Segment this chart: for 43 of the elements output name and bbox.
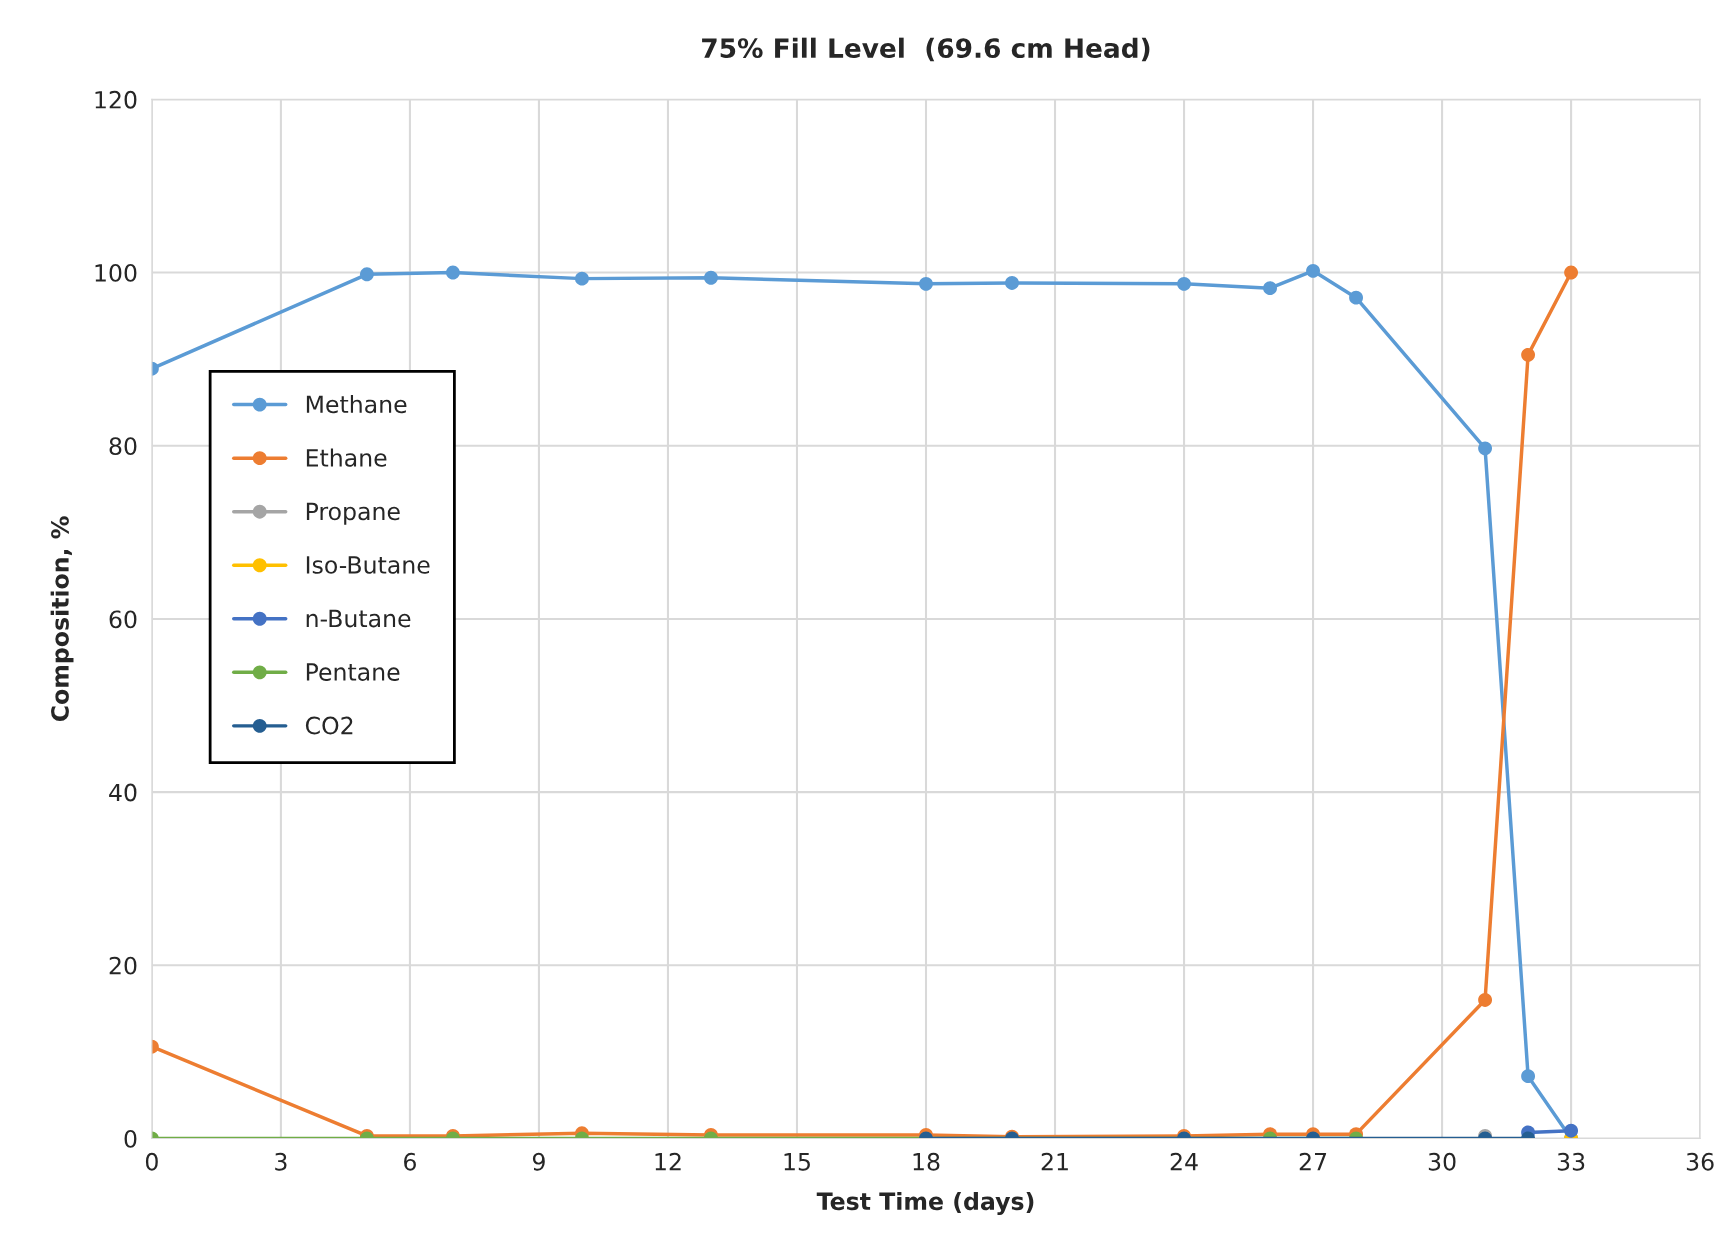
x-tick-label: 6 <box>404 1152 416 1171</box>
legend-label: Iso-Butane <box>306 556 430 574</box>
x-tick-label: 15 <box>784 1153 810 1171</box>
x-tick-label: 27 <box>1299 1152 1327 1171</box>
point <box>1306 263 1320 278</box>
x-tick-label: 30 <box>1428 1152 1456 1171</box>
legend-label: Ethane <box>306 448 387 467</box>
x-tick-label: 12 <box>655 1152 681 1171</box>
x-tick-label: 9 <box>532 1152 545 1171</box>
x-tick-label: 33 <box>1557 1152 1585 1171</box>
y-tick-label: 60 <box>109 610 137 629</box>
y-tick-label: 0 <box>124 1129 137 1148</box>
point <box>1349 290 1364 305</box>
legend-label: Methane <box>306 394 407 414</box>
point <box>1564 265 1579 280</box>
x-tick-label: 36 <box>1686 1152 1714 1171</box>
legend-label: Propane <box>306 502 400 525</box>
x-tick-label: 18 <box>913 1152 940 1171</box>
point <box>1478 441 1493 456</box>
y-tick-label: 40 <box>109 783 137 802</box>
point <box>359 267 374 282</box>
y-axis-title: Composition, % <box>50 516 74 722</box>
point <box>919 276 933 291</box>
y-tick-label: 100 <box>95 264 137 282</box>
y-tick-label: 120 <box>95 90 137 109</box>
point <box>1005 276 1019 290</box>
x-tick-label: 3 <box>275 1152 287 1171</box>
legend-label: Pentane <box>306 663 400 681</box>
point <box>704 270 718 285</box>
point <box>445 265 460 280</box>
point <box>575 271 589 286</box>
legend-label: n-Butane <box>306 609 411 628</box>
y-tick-label: 80 <box>109 437 137 456</box>
y-tick-label: 20 <box>109 956 137 975</box>
point <box>1177 276 1191 291</box>
chart-title: 75% Fill Level (69.6 cm Head) <box>702 37 1150 62</box>
point <box>1521 347 1536 362</box>
x-tick-label: 0 <box>145 1152 158 1171</box>
legend-label: CO2 <box>305 716 353 735</box>
x-tick-label: 24 <box>1170 1152 1198 1171</box>
x-axis-title: Test Time (days) <box>816 1191 1034 1215</box>
point <box>1263 281 1277 296</box>
x-tick-label: 21 <box>1041 1152 1068 1171</box>
